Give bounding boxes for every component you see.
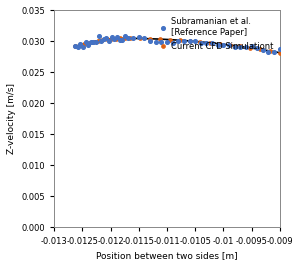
Current CFD Simulationt	[118, 37, 122, 40]
Current CFD Simulationt	[278, 51, 281, 54]
Current CFD Simulationt	[110, 37, 113, 41]
Subramanian et al.
[Reference Paper]	[120, 38, 124, 42]
Subramanian et al.
[Reference Paper]	[86, 43, 91, 47]
Subramanian et al.
[Reference Paper]	[226, 43, 231, 47]
Legend: Subramanian et al.
[Reference Paper], Current CFD Simulationt: Subramanian et al. [Reference Paper], Cu…	[157, 15, 276, 54]
Subramanian et al.
[Reference Paper]	[96, 34, 101, 38]
Subramanian et al.
[Reference Paper]	[107, 39, 112, 43]
Y-axis label: Z-velocity [m/s]: Z-velocity [m/s]	[7, 84, 16, 154]
Subramanian et al.
[Reference Paper]	[117, 38, 122, 42]
Current CFD Simulationt	[114, 37, 118, 40]
Subramanian et al.
[Reference Paper]	[81, 45, 85, 49]
Current CFD Simulationt	[100, 38, 104, 42]
Subramanian et al.
[Reference Paper]	[78, 42, 83, 46]
Subramanian et al.
[Reference Paper]	[170, 41, 175, 45]
Current CFD Simulationt	[139, 37, 142, 40]
Subramanian et al.
[Reference Paper]	[73, 44, 77, 48]
Subramanian et al.
[Reference Paper]	[210, 41, 214, 45]
Subramanian et al.
[Reference Paper]	[99, 39, 103, 43]
X-axis label: Position between two sides [m]: Position between two sides [m]	[96, 251, 238, 260]
Subramanian et al.
[Reference Paper]	[266, 49, 271, 54]
Current CFD Simulationt	[73, 45, 77, 48]
Current CFD Simulationt	[123, 37, 127, 40]
Subramanian et al.
[Reference Paper]	[122, 34, 127, 39]
Subramanian et al.
[Reference Paper]	[165, 40, 170, 44]
Subramanian et al.
[Reference Paper]	[131, 36, 136, 40]
Current CFD Simulationt	[218, 42, 222, 45]
Current CFD Simulationt	[78, 43, 81, 46]
Subramanian et al.
[Reference Paper]	[83, 40, 88, 44]
Subramanian et al.
[Reference Paper]	[91, 40, 96, 44]
Subramanian et al.
[Reference Paper]	[112, 37, 117, 41]
Subramanian et al.
[Reference Paper]	[176, 39, 181, 43]
Subramanian et al.
[Reference Paper]	[104, 36, 109, 40]
Subramanian et al.
[Reference Paper]	[244, 45, 248, 50]
Current CFD Simulationt	[87, 41, 91, 44]
Subramanian et al.
[Reference Paper]	[159, 40, 164, 44]
Line: Current CFD Simulationt: Current CFD Simulationt	[73, 36, 282, 55]
Subramanian et al.
[Reference Paper]	[125, 36, 130, 40]
Current CFD Simulationt	[258, 48, 262, 51]
Subramanian et al.
[Reference Paper]	[221, 43, 226, 48]
Current CFD Simulationt	[92, 40, 95, 43]
Subramanian et al.
[Reference Paper]	[153, 40, 158, 45]
Current CFD Simulationt	[198, 40, 202, 44]
Subramanian et al.
[Reference Paper]	[193, 39, 198, 43]
Current CFD Simulationt	[248, 46, 252, 49]
Current CFD Simulationt	[208, 41, 212, 44]
Subramanian et al.
[Reference Paper]	[115, 35, 119, 39]
Subramanian et al.
[Reference Paper]	[142, 36, 147, 40]
Subramanian et al.
[Reference Paper]	[75, 44, 80, 49]
Current CFD Simulationt	[82, 42, 86, 45]
Subramanian et al.
[Reference Paper]	[232, 45, 237, 49]
Subramanian et al.
[Reference Paper]	[198, 40, 203, 45]
Subramanian et al.
[Reference Paper]	[272, 50, 277, 54]
Subramanian et al.
[Reference Paper]	[204, 41, 209, 45]
Current CFD Simulationt	[158, 38, 162, 41]
Subramanian et al.
[Reference Paper]	[136, 35, 141, 40]
Subramanian et al.
[Reference Paper]	[260, 48, 265, 53]
Subramanian et al.
[Reference Paper]	[277, 47, 282, 51]
Subramanian et al.
[Reference Paper]	[187, 39, 192, 43]
Subramanian et al.
[Reference Paper]	[148, 38, 152, 43]
Current CFD Simulationt	[178, 39, 182, 42]
Current CFD Simulationt	[96, 39, 100, 42]
Current CFD Simulationt	[228, 44, 232, 47]
Subramanian et al.
[Reference Paper]	[88, 40, 93, 44]
Subramanian et al.
[Reference Paper]	[255, 46, 260, 50]
Subramanian et al.
[Reference Paper]	[182, 39, 186, 44]
Current CFD Simulationt	[188, 39, 192, 42]
Subramanian et al.
[Reference Paper]	[215, 43, 220, 47]
Subramanian et al.
[Reference Paper]	[249, 44, 254, 48]
Current CFD Simulationt	[148, 37, 152, 40]
Subramanian et al.
[Reference Paper]	[101, 37, 106, 41]
Subramanian et al.
[Reference Paper]	[94, 40, 98, 44]
Current CFD Simulationt	[268, 49, 272, 53]
Current CFD Simulationt	[105, 38, 109, 41]
Subramanian et al.
[Reference Paper]	[238, 45, 243, 49]
Subramanian et al.
[Reference Paper]	[109, 35, 114, 39]
Current CFD Simulationt	[129, 37, 132, 40]
Current CFD Simulationt	[238, 45, 242, 48]
Current CFD Simulationt	[168, 38, 172, 41]
